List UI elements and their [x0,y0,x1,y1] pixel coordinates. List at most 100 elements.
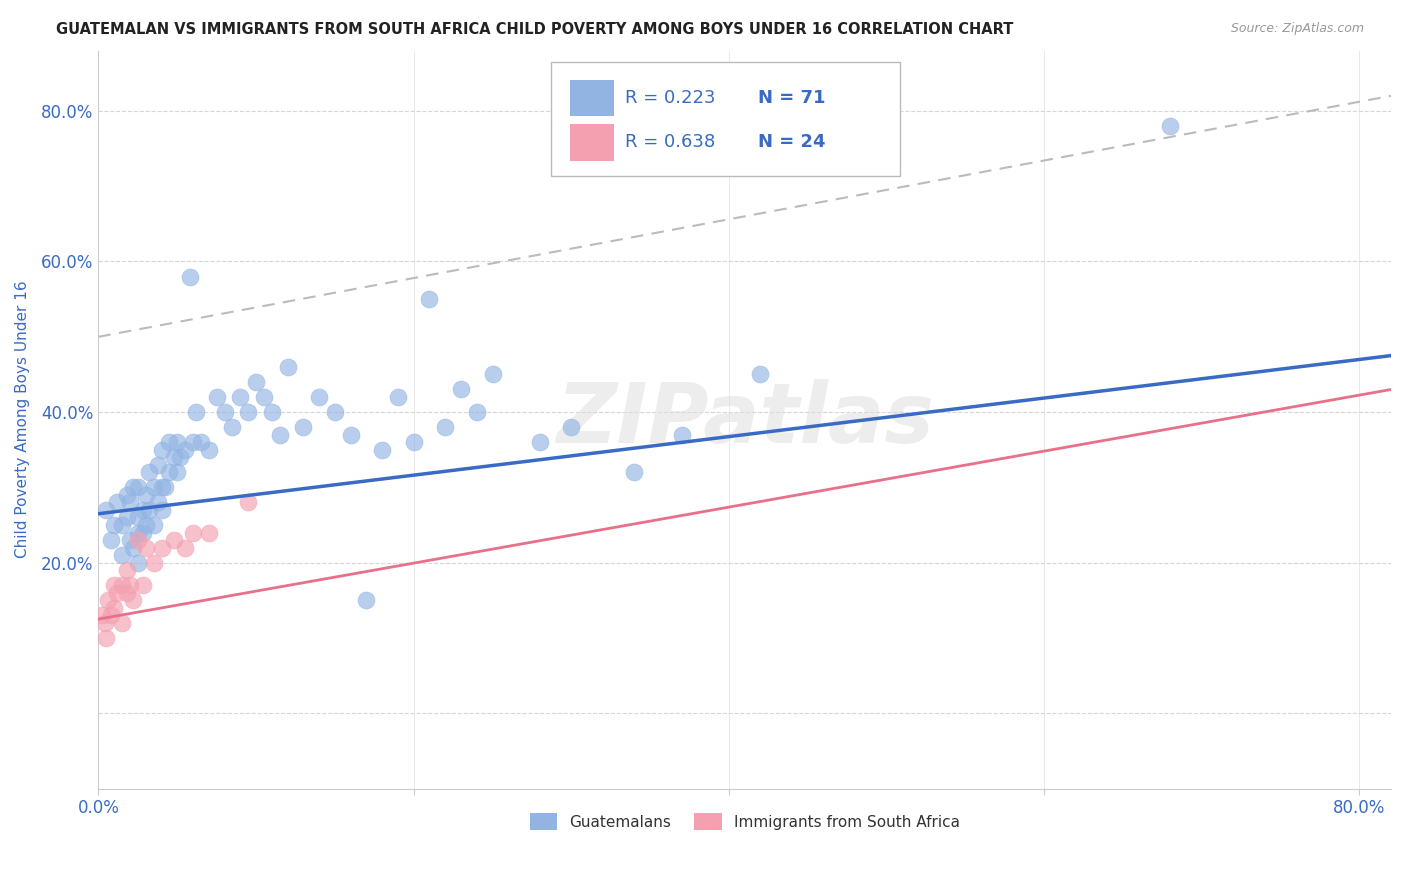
Point [198,442,221,457]
Point [131,578,153,592]
Point [465,405,488,419]
Point [623,465,645,479]
Point [163,450,186,465]
Point [127,480,149,494]
Point [111,578,134,592]
Text: GUATEMALAN VS IMMIGRANTS FROM SOUTH AFRICA CHILD POVERTY AMONG BOYS UNDER 16 COR: GUATEMALAN VS IMMIGRANTS FROM SOUTH AFRI… [56,22,1014,37]
Text: N = 71: N = 71 [758,89,825,107]
Point [103,578,125,592]
Point [339,427,361,442]
Point [103,518,125,533]
Point [269,427,291,442]
Text: ZIPatlas: ZIPatlas [555,379,934,460]
Point [96,631,118,645]
Point [166,465,188,479]
Point [214,405,236,419]
Point [135,488,157,502]
Point [245,375,267,389]
Point [153,480,176,494]
Point [749,368,772,382]
Point [253,390,276,404]
Point [671,427,693,442]
Point [142,518,165,533]
Point [118,533,141,547]
Point [238,405,260,419]
Point [148,495,170,509]
Point [127,510,149,524]
Point [371,442,394,457]
Point [100,608,122,623]
Point [115,563,138,577]
FancyBboxPatch shape [571,80,614,116]
Point [1159,119,1181,133]
Point [131,525,153,540]
Point [260,405,283,419]
Point [181,525,204,540]
Point [122,541,145,555]
Point [90,608,112,623]
Point [174,442,197,457]
Point [122,480,145,494]
Point [100,533,122,547]
Point [115,510,138,524]
Point [135,518,157,533]
Text: R = 0.638: R = 0.638 [624,133,714,151]
Point [529,435,551,450]
Point [135,541,157,555]
Point [174,541,197,555]
Point [94,615,117,630]
Point [157,435,180,450]
Point [402,435,425,450]
Point [118,495,141,509]
Point [97,593,120,607]
Point [560,420,582,434]
FancyBboxPatch shape [571,125,614,161]
Point [150,503,173,517]
Point [418,292,440,306]
Point [127,533,149,547]
Point [198,525,221,540]
Point [387,390,409,404]
Point [105,586,128,600]
Text: N = 24: N = 24 [758,133,825,151]
Point [179,269,201,284]
Point [131,503,153,517]
Point [96,503,118,517]
Point [190,435,212,450]
Point [150,480,173,494]
Point [186,405,208,419]
Point [181,435,204,450]
Point [238,495,260,509]
Point [111,548,134,562]
Point [127,556,149,570]
Point [138,503,160,517]
Point [205,390,228,404]
Point [292,420,315,434]
Point [150,442,173,457]
Point [157,465,180,479]
Point [138,465,160,479]
Point [118,578,141,592]
Point [150,541,173,555]
Point [111,518,134,533]
Point [481,368,503,382]
Point [115,586,138,600]
Point [277,359,299,374]
Point [148,458,170,472]
Text: R = 0.223: R = 0.223 [624,89,716,107]
Point [166,435,188,450]
Point [122,593,145,607]
Point [142,556,165,570]
Point [169,450,191,465]
Point [229,390,252,404]
Point [111,615,134,630]
Point [103,600,125,615]
FancyBboxPatch shape [551,62,900,176]
Text: Source: ZipAtlas.com: Source: ZipAtlas.com [1230,22,1364,36]
Point [323,405,346,419]
Y-axis label: Child Poverty Among Boys Under 16: Child Poverty Among Boys Under 16 [15,281,30,558]
Point [356,593,378,607]
Point [308,390,330,404]
Legend: Guatemalans, Immigrants from South Africa: Guatemalans, Immigrants from South Afric… [523,807,966,836]
Point [142,480,165,494]
